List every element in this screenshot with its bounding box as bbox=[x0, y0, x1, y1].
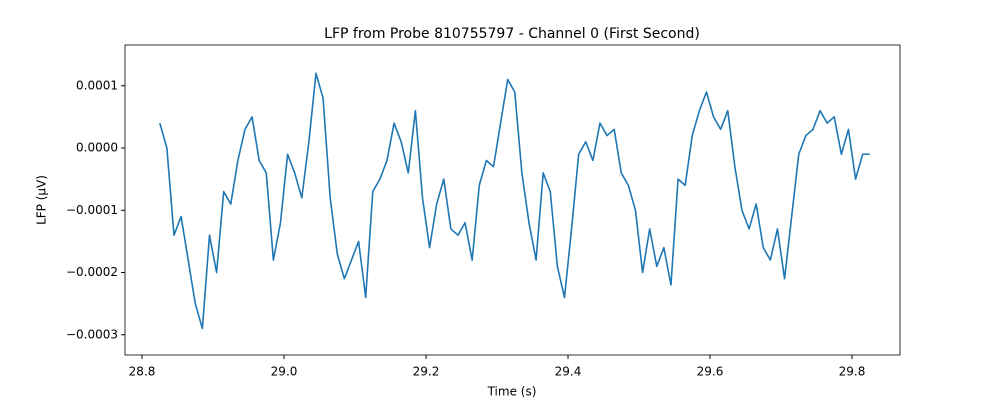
x-tick-label: 29.6 bbox=[697, 365, 724, 379]
y-tick-label: 0.0000 bbox=[76, 141, 118, 155]
y-tick-label: −0.0003 bbox=[66, 327, 118, 341]
x-tick-label: 29.0 bbox=[271, 365, 298, 379]
plot-frame bbox=[124, 44, 901, 356]
x-tick-label: 29.4 bbox=[555, 365, 582, 379]
data-line bbox=[159, 72, 870, 330]
y-tick-label: −0.0001 bbox=[66, 203, 118, 217]
x-axis-label: Time (s) bbox=[487, 385, 537, 399]
x-tick-label: 29.2 bbox=[413, 365, 440, 379]
y-tick-label: 0.0001 bbox=[76, 78, 118, 92]
x-tick-label: 28.8 bbox=[129, 365, 156, 379]
y-tick-label: −0.0002 bbox=[66, 265, 118, 279]
x-tick-label: 29.8 bbox=[839, 365, 866, 379]
chart-title: LFP from Probe 810755797 - Channel 0 (Fi… bbox=[324, 26, 700, 42]
y-axis-label: LFP (µV) bbox=[35, 175, 49, 225]
